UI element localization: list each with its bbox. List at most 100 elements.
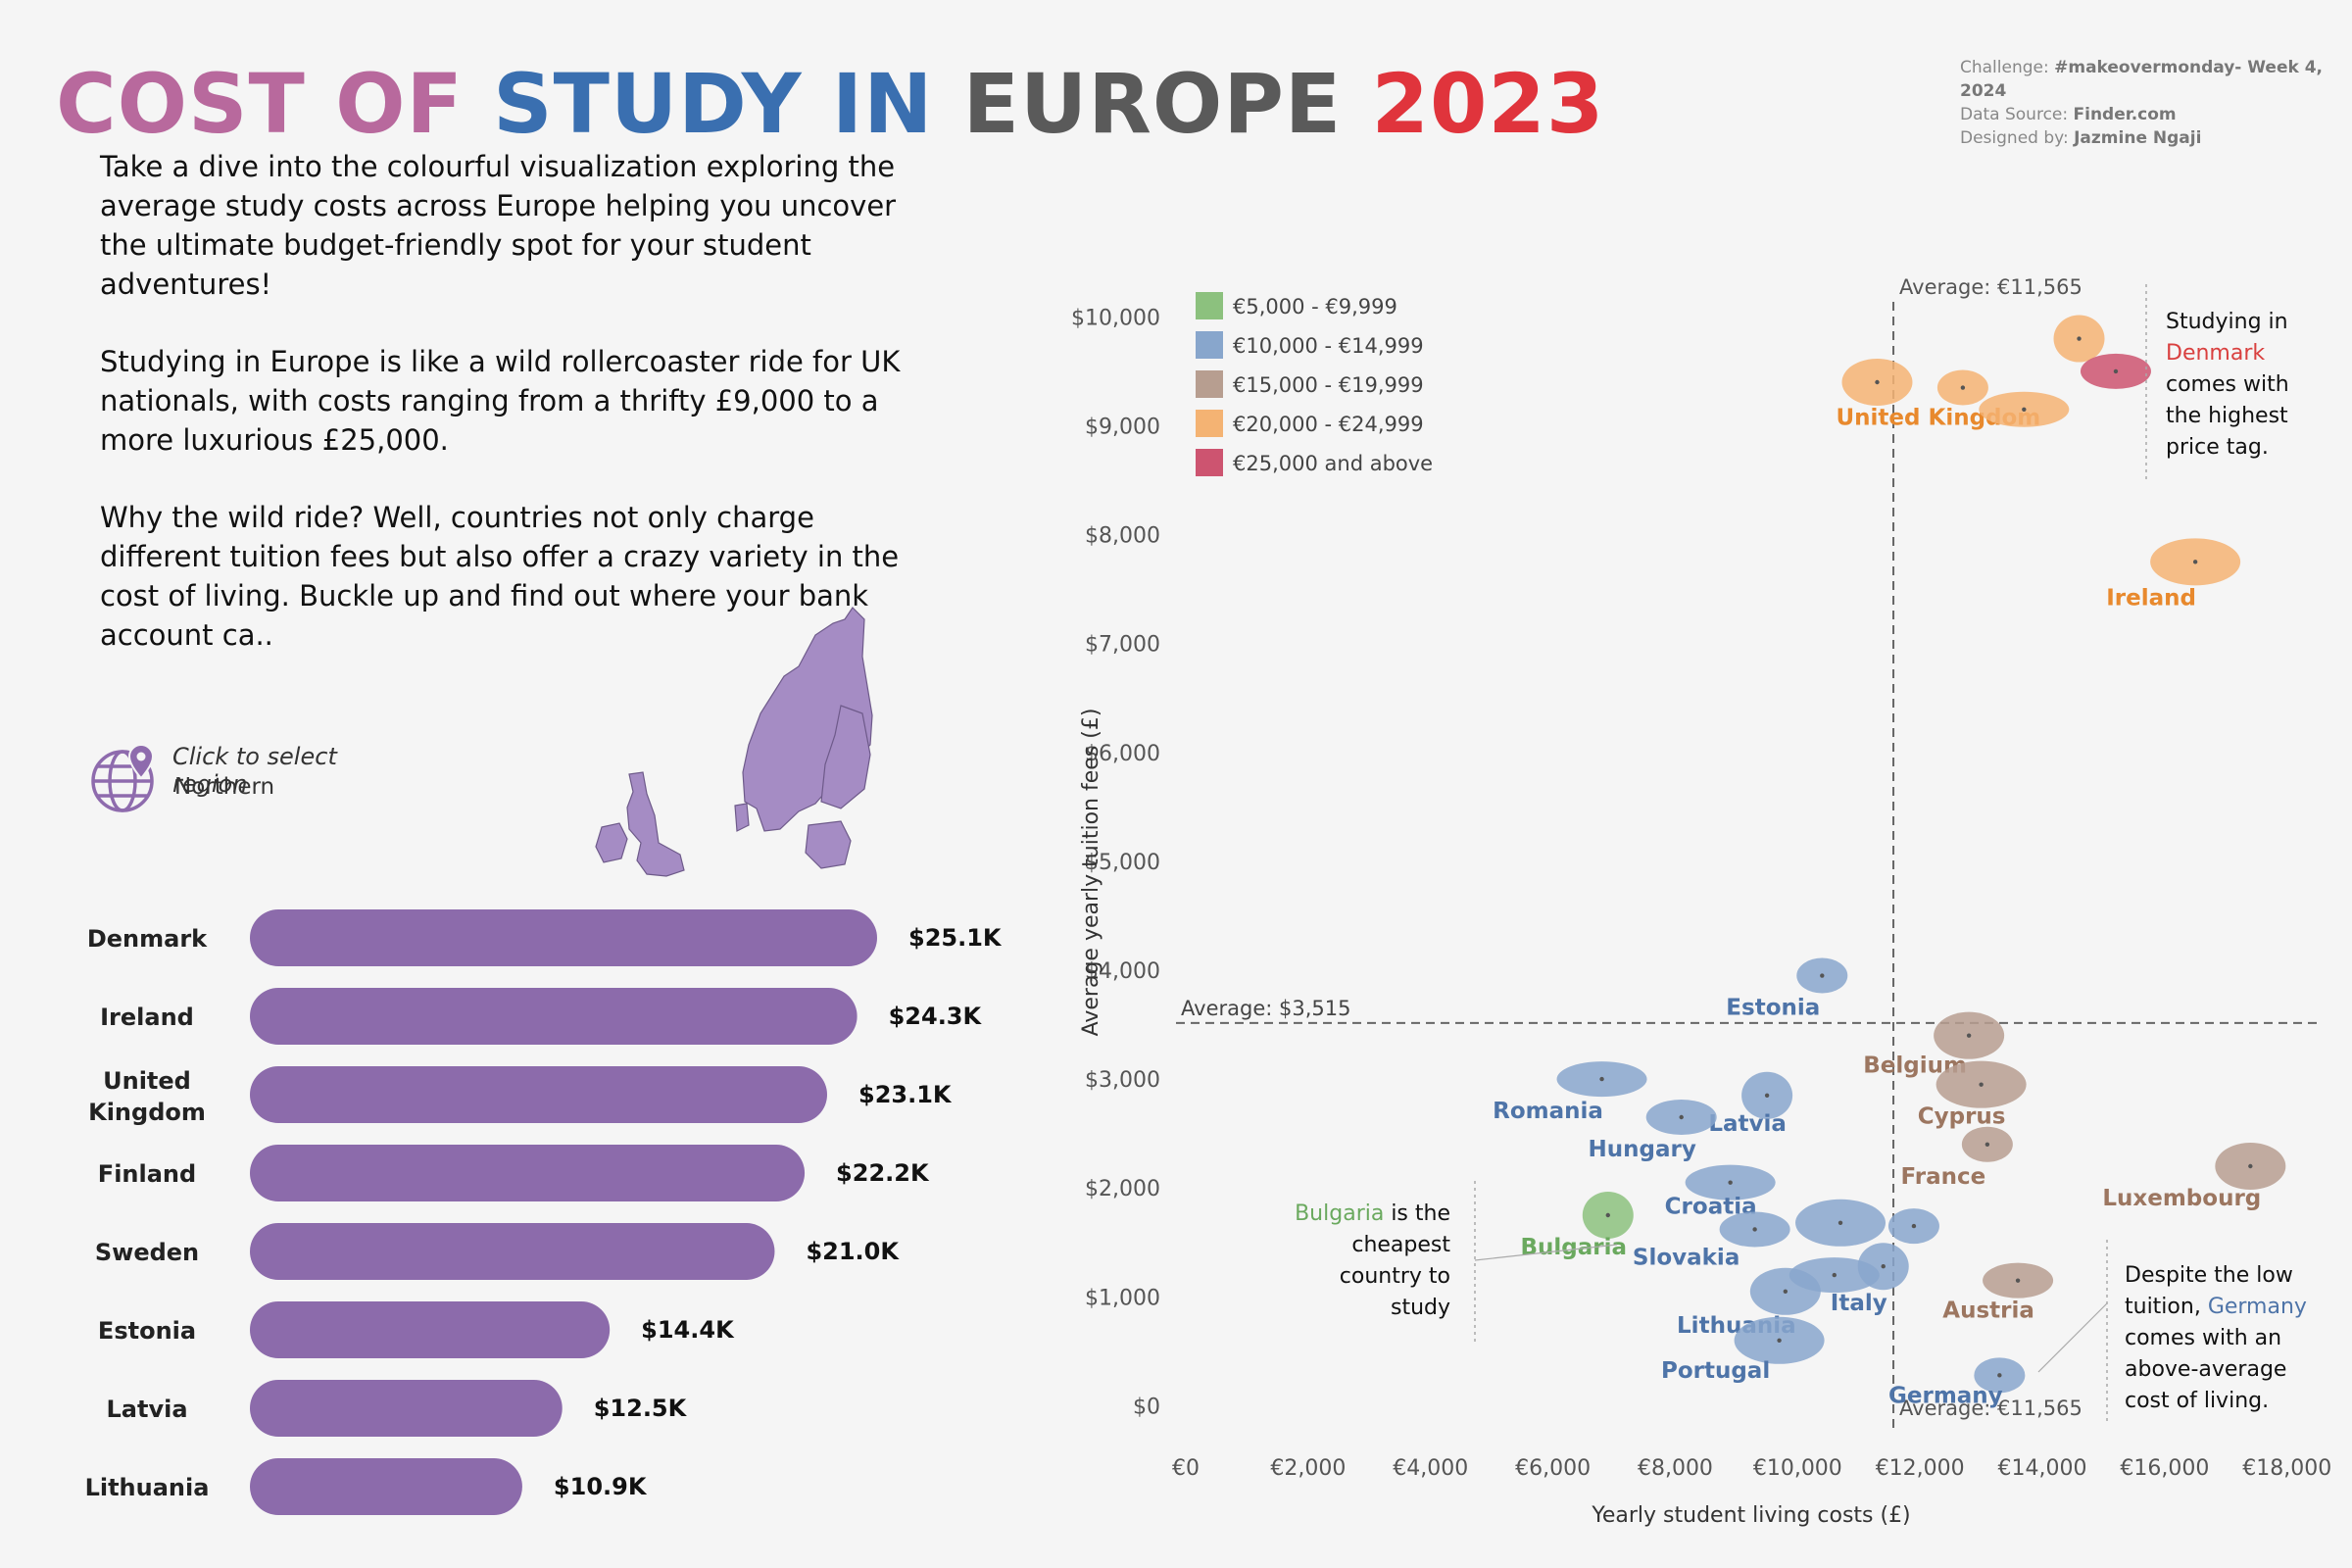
title-part: EUROPE — [962, 56, 1372, 152]
map-ireland — [595, 822, 628, 863]
denmark-annotation-text: price tag. — [2166, 435, 2269, 460]
page-title: COST OF STUDY IN EUROPE 2023 — [56, 59, 1604, 149]
legend-swatch — [1196, 410, 1223, 437]
region-prompt: Click to select region — [172, 743, 337, 798]
y-tick-label: $9,000 — [1085, 415, 1160, 439]
bar-category-label: Denmark — [87, 925, 208, 953]
bar-denmark — [250, 909, 877, 966]
x-tick-label: €6,000 — [1515, 1456, 1591, 1481]
country-label: Luxembourg — [2102, 1186, 2261, 1211]
legend-swatch — [1196, 292, 1223, 319]
country-point-dot — [1875, 379, 1880, 385]
avg-y-label: Average: $3,515 — [1181, 997, 1350, 1020]
country-point-dot — [1960, 385, 1966, 390]
bar-value-label: $22.2K — [836, 1159, 930, 1187]
country-point-dot — [1820, 973, 1825, 978]
title-part: COST OF — [56, 56, 494, 152]
country-point-dot — [1599, 1076, 1604, 1082]
country-point-dot — [1966, 1033, 1972, 1038]
bar-estonia — [250, 1301, 611, 1358]
globe-pin-icon — [91, 743, 155, 812]
country-point-dot — [1728, 1180, 1733, 1185]
country-label: Estonia — [1726, 996, 1820, 1021]
credit-designer: Designed by: Jazmine Ngaji — [1960, 128, 2202, 148]
legend-label: €20,000 - €24,999 — [1233, 413, 1424, 436]
x-tick-label: €4,000 — [1393, 1456, 1468, 1481]
bulgaria-annotation-connector — [1474, 1244, 1618, 1261]
country-label: Latvia — [1708, 1111, 1787, 1137]
y-tick-label: $4,000 — [1085, 959, 1160, 984]
country-label: Bulgaria — [1521, 1235, 1628, 1260]
bulgaria-annotation-text: cheapest — [1351, 1233, 1450, 1257]
country-point-dot — [1881, 1264, 1886, 1269]
country-point-dot — [2022, 407, 2027, 412]
bar-value-label: $24.3K — [889, 1003, 983, 1030]
avg-x-label-top: Average: €11,565 — [1899, 275, 2082, 299]
intro-paragraph: Studying in Europe is like a wild roller… — [100, 345, 901, 457]
bar-sweden — [250, 1223, 775, 1280]
x-tick-label: €12,000 — [1876, 1456, 1965, 1481]
y-tick-label: $2,000 — [1085, 1177, 1160, 1201]
bar-ireland — [250, 988, 858, 1045]
credit-source: Data Source: Finder.com — [1960, 105, 2177, 124]
credits: Challenge: #makeovermonday- Week 4, 2024… — [1960, 56, 2352, 150]
x-tick-label: €0 — [1172, 1456, 1200, 1481]
region-value: Northern — [174, 774, 275, 800]
map-scandinavia — [742, 607, 873, 832]
bar-category-label: Estonia — [98, 1317, 196, 1345]
map-finland — [820, 705, 871, 809]
x-tick-label: €10,000 — [1753, 1456, 1842, 1481]
bar-latvia — [250, 1380, 563, 1437]
legend-label: €5,000 - €9,999 — [1233, 295, 1397, 318]
country-point-dot — [1777, 1338, 1782, 1343]
x-tick-label: €2,000 — [1270, 1456, 1346, 1481]
country-point-dot — [2113, 368, 2119, 374]
country-point-dot — [2015, 1278, 2021, 1283]
tuition-vs-living-scatter: $0 $1,000 $2,000 $3,000 $4,000 $5,000 $6,000 $7… — [1071, 275, 2331, 1528]
title-part: STUDY IN — [493, 56, 963, 152]
y-tick-label: $8,000 — [1085, 524, 1160, 549]
intro-text: Take a dive into the colourful visualiza… — [100, 147, 904, 693]
bar-value-label: $14.4K — [641, 1316, 735, 1344]
bar-category-label: Lithuania — [85, 1474, 210, 1501]
bar-value-label: $23.1K — [858, 1081, 953, 1108]
region-selector[interactable]: Click to select region Northern — [90, 743, 414, 813]
x-tick-label: €14,000 — [1998, 1456, 2087, 1481]
bar-value-label: $25.1K — [908, 924, 1003, 952]
map-great-britain — [626, 771, 685, 877]
denmark-annotation-text: comes with — [2166, 372, 2289, 397]
bar-value-label: $10.9K — [554, 1473, 648, 1500]
legend-label: €10,000 - €14,999 — [1233, 334, 1424, 358]
bar-value-label: $21.0K — [806, 1238, 900, 1265]
country-label: Slovakia — [1633, 1245, 1740, 1270]
country-point-dot — [1984, 1142, 1990, 1147]
bulgaria-annotation-text: country to — [1340, 1264, 1450, 1289]
denmark-annotation-text: Denmark — [2166, 341, 2265, 366]
country-point-dot — [1752, 1227, 1757, 1232]
y-tick-label: $5,000 — [1085, 851, 1160, 875]
map-baltics — [805, 820, 852, 869]
country-point-dot — [1679, 1114, 1684, 1120]
bulgaria-annotation-text: study — [1391, 1296, 1450, 1320]
northern-europe-map[interactable] — [588, 598, 882, 892]
country-label: Germany — [1888, 1383, 2003, 1408]
bulgaria-annotation-text: Bulgaria is the — [1295, 1201, 1450, 1226]
germany-annotation-text: tuition, Germany — [2125, 1295, 2307, 1319]
country-cost-bar-chart: Denmark $25.1K Ireland $24.3K United Kingdom $… — [85, 909, 1003, 1515]
bar-category-label: United — [103, 1067, 191, 1095]
denmark-annotation-text: Studying in — [2166, 310, 2288, 334]
bar-lithuania — [250, 1458, 522, 1515]
y-tick-label: $7,000 — [1085, 633, 1160, 658]
intro-paragraph: Why the wild ride? Well, countries not o… — [100, 501, 900, 652]
bar-value-label: $12.5K — [594, 1395, 688, 1422]
bar-united-kingdom — [250, 1066, 828, 1123]
germany-annotation-text: comes with an — [2125, 1326, 2281, 1350]
country-label: Romania — [1493, 1099, 1603, 1124]
country-point-dot — [2192, 560, 2198, 564]
country-label: Ireland — [2106, 585, 2196, 611]
x-axis-label: Yearly student living costs (£) — [1591, 1503, 1910, 1528]
country-point-dot — [1832, 1272, 1837, 1278]
country-point-dot — [1783, 1289, 1788, 1294]
y-tick-label: $0 — [1133, 1395, 1160, 1419]
legend-label: €25,000 and above — [1233, 452, 1433, 475]
